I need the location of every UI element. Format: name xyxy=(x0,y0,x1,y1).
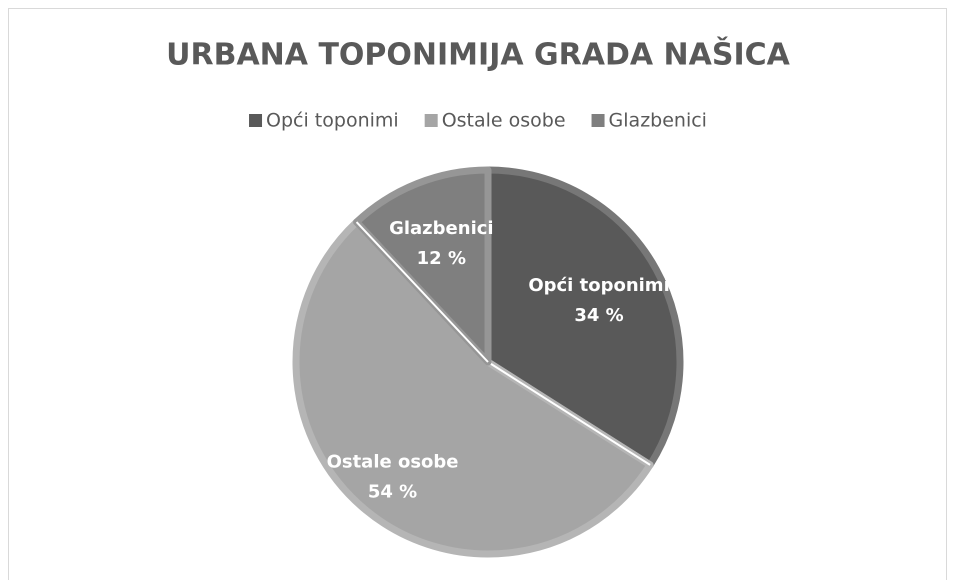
data-label-value: 54 % xyxy=(368,481,417,502)
legend-item: Ostale osobe xyxy=(424,110,566,132)
legend-swatch xyxy=(424,114,438,127)
data-label-name: Glazbenici xyxy=(389,218,493,239)
legend-item: Glazbenici xyxy=(591,110,707,132)
legend-item: Opći toponimi xyxy=(249,110,399,132)
legend: Opći toponimi Ostale osobe Glazbenici xyxy=(249,110,707,132)
legend-swatch xyxy=(591,114,605,127)
legend-swatch xyxy=(249,114,263,127)
data-label-name: Ostale osobe xyxy=(327,451,459,472)
data-label-name: Opći toponimi xyxy=(528,275,669,296)
chart-title: URBANA TOPONIMIJA GRADA NAŠICA xyxy=(166,36,790,73)
pie-slice xyxy=(353,166,492,366)
pie-slice xyxy=(292,218,654,558)
pie: Opći toponimi 34 % Ostale osobe 54 % Glazben… xyxy=(292,166,684,558)
data-label-value: 12 % xyxy=(417,248,466,269)
slice-separator xyxy=(355,221,489,363)
legend-label: Opći toponimi xyxy=(266,110,399,132)
legend-label: Ostale osobe xyxy=(442,110,566,132)
slice-separator xyxy=(487,361,651,466)
data-label-value: 34 % xyxy=(574,305,623,326)
legend-label: Glazbenici xyxy=(609,110,707,132)
